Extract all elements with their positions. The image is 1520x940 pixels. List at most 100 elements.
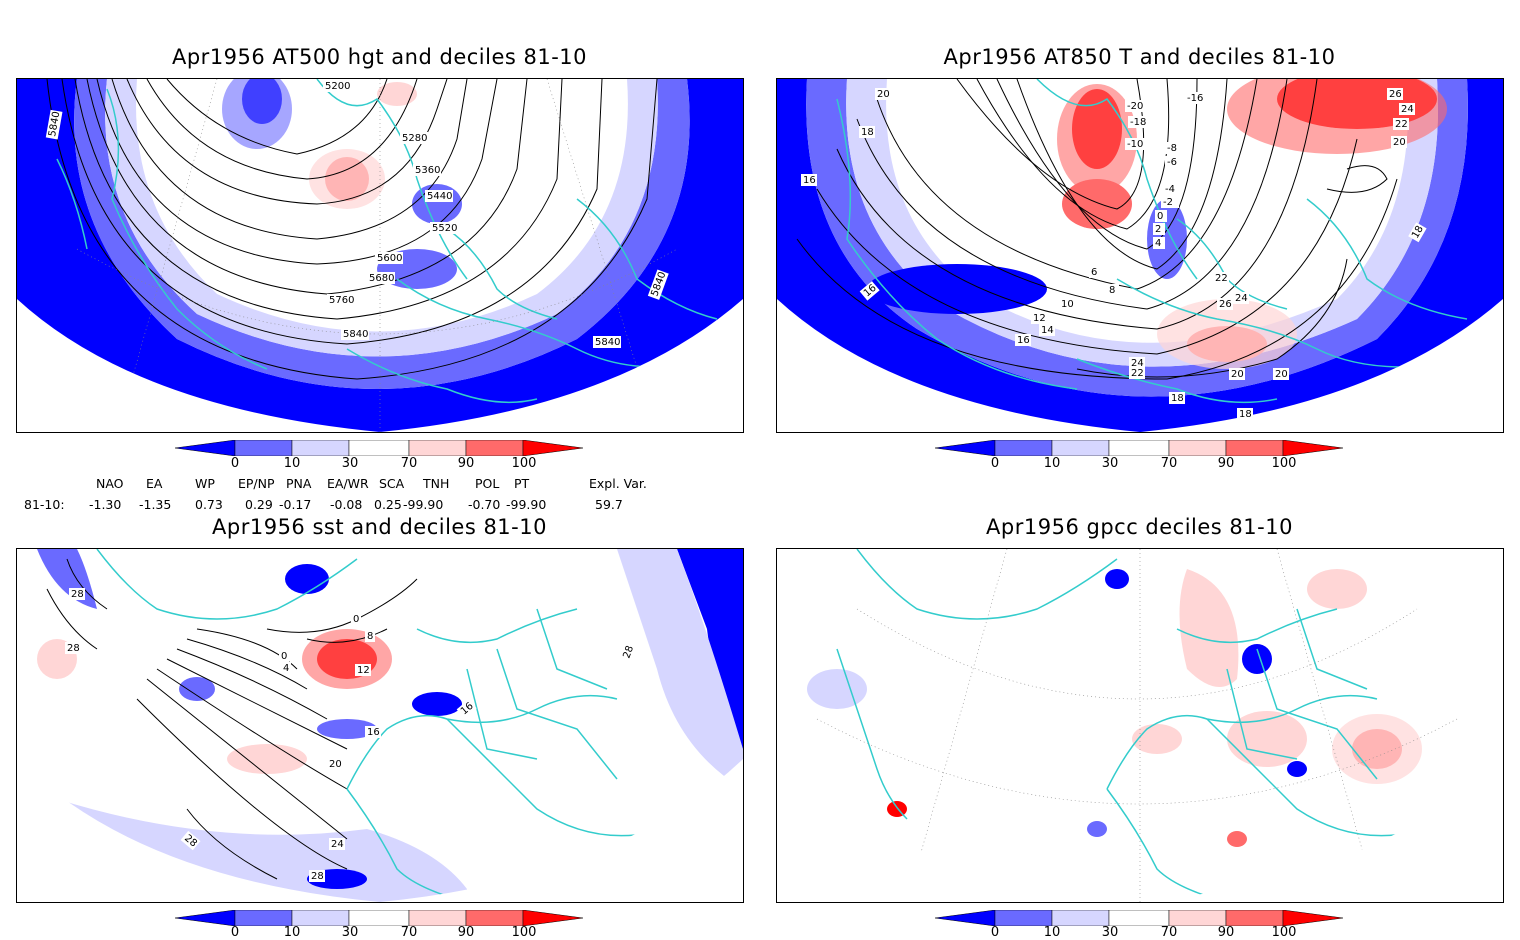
colorbar-bottom-left — [175, 910, 584, 926]
contour-label: 16 — [367, 727, 380, 738]
contour-label: 0 — [281, 651, 287, 662]
index-header: EP/NP — [238, 476, 275, 491]
index-header: POL — [475, 476, 500, 491]
z500-map-svg: 5200 5280 5360 5440 5520 5600 5680 5760 … — [17, 79, 743, 432]
colorbar-tick: 90 — [1217, 925, 1235, 940]
contour-label: 26 — [1219, 299, 1232, 310]
contour-label: 6 — [1091, 267, 1097, 278]
contour-label: 28 — [67, 643, 80, 654]
contour-label: 24 — [1235, 293, 1248, 304]
contour-label: -6 — [1167, 157, 1177, 168]
contour-label: 24 — [331, 839, 344, 850]
colorbar-tick: 100 — [1271, 925, 1297, 940]
index-value: -1.35 — [139, 497, 172, 512]
contour-label: -4 — [1165, 184, 1175, 195]
contour-label: 18 — [1239, 409, 1252, 420]
contour-label: 18 — [861, 127, 874, 138]
contour-label: -2 — [1163, 197, 1173, 208]
contour-label: 22 — [1131, 368, 1144, 379]
contour-label: 8 — [1109, 285, 1115, 296]
index-value: -0.70 — [468, 497, 501, 512]
contour-label: 22 — [1215, 273, 1228, 284]
index-header: NAO — [96, 476, 124, 491]
colorbar-tick: 90 — [457, 925, 475, 940]
index-value: 59.7 — [595, 497, 623, 512]
colorbar-tick: 30 — [341, 456, 359, 471]
colorbar-tick: 0 — [990, 456, 1000, 471]
index-value: -1.30 — [89, 497, 122, 512]
map-z500: 5200 5280 5360 5440 5520 5600 5680 5760 … — [16, 78, 744, 433]
contour-label: 16 — [1017, 335, 1030, 346]
contour-label: 20 — [1275, 369, 1288, 380]
contour-label: 5200 — [325, 81, 350, 92]
index-value: -99.90 — [403, 497, 444, 512]
contour-label: 5600 — [377, 253, 402, 264]
contour-label: 4 — [283, 663, 289, 674]
colorbar-tick: 90 — [457, 456, 475, 471]
colorbar-tick: 100 — [511, 925, 537, 940]
index-value: 0.25 — [374, 497, 402, 512]
panel-title-bottom-left: Apr1956 sst and deciles 81-10 — [212, 515, 547, 539]
map-gpcc — [776, 548, 1504, 903]
colorbar-tick: 100 — [1271, 456, 1297, 471]
panel-title-top-right: Apr1956 AT850 T and deciles 81-10 — [943, 45, 1336, 69]
contour-label: 28 — [621, 644, 636, 660]
contour-label: 4 — [1155, 238, 1161, 249]
index-value: -0.08 — [330, 497, 363, 512]
index-header: TNH — [423, 476, 450, 491]
colorbar-bottom-right — [935, 910, 1344, 926]
t850-map-svg: 20 18 16 16 -20 -18 -16 -10 -8 -6 -4 -2 … — [777, 79, 1503, 432]
colorbar-tick: 30 — [1101, 925, 1119, 940]
contour-label: 20 — [1393, 137, 1406, 148]
contour-label: 28 — [71, 589, 84, 600]
index-header: EA/WR — [327, 476, 369, 491]
contour-label: 2 — [1155, 224, 1161, 235]
index-value: 0.73 — [195, 497, 223, 512]
contour-label: -10 — [1127, 139, 1143, 150]
contour-label: 18 — [1171, 393, 1184, 404]
panel-title-top-left: Apr1956 AT500 hgt and deciles 81-10 — [171, 45, 588, 69]
contour-label: 24 — [1401, 104, 1414, 115]
gpcc-map-svg — [777, 549, 1503, 902]
contour-label: 28 — [311, 871, 324, 882]
colorbar-tick: 70 — [1160, 456, 1178, 471]
colorbar-tick: 30 — [1101, 456, 1119, 471]
index-header: PNA — [286, 476, 312, 491]
contour-label: -20 — [1127, 101, 1143, 112]
contour-label: 5440 — [427, 191, 452, 202]
index-value: -0.17 — [279, 497, 312, 512]
colorbar-tick: 10 — [283, 456, 301, 471]
index-value: 0.29 — [245, 497, 273, 512]
contour-label: 5760 — [329, 295, 354, 306]
colorbar-tick: 0 — [990, 925, 1000, 940]
colorbar-top-left — [175, 440, 584, 456]
contour-label: 14 — [1041, 325, 1054, 336]
contour-label: 5360 — [415, 165, 440, 176]
colorbar-tick: 70 — [1160, 925, 1178, 940]
map-t850: 20 18 16 16 -20 -18 -16 -10 -8 -6 -4 -2 … — [776, 78, 1504, 433]
contour-label: 24 — [1131, 358, 1144, 369]
index-header: PT — [514, 476, 530, 491]
colorbar-tick: 70 — [400, 456, 418, 471]
contour-label: 5520 — [432, 223, 457, 234]
contour-label: 16 — [803, 175, 816, 186]
contour-label: 12 — [1033, 313, 1046, 324]
colorbar-top-right — [935, 440, 1344, 456]
contour-label: -18 — [1130, 117, 1146, 128]
sst-map-svg: 28 28 0 0 4 8 12 16 16 20 24 28 28 28 — [17, 549, 743, 902]
map-sst: 28 28 0 0 4 8 12 16 16 20 24 28 28 28 — [16, 548, 744, 903]
colorbar-tick: 10 — [283, 925, 301, 940]
colorbar-tick: 30 — [341, 925, 359, 940]
panel-title-bottom-right: Apr1956 gpcc deciles 81-10 — [986, 515, 1293, 539]
colorbar-tick: 10 — [1043, 925, 1061, 940]
contour-label: 5840 — [47, 111, 62, 138]
index-header: Expl. Var. — [589, 476, 647, 491]
contour-label: -16 — [1187, 93, 1203, 104]
colorbar-tick: 70 — [400, 925, 418, 940]
index-header: SCA — [379, 476, 405, 491]
contour-label: 5840 — [343, 329, 368, 340]
index-row-label: 81-10: — [24, 497, 65, 512]
contour-label: 20 — [329, 759, 342, 770]
contour-label: 20 — [1231, 369, 1244, 380]
contour-label: 10 — [1061, 299, 1074, 310]
